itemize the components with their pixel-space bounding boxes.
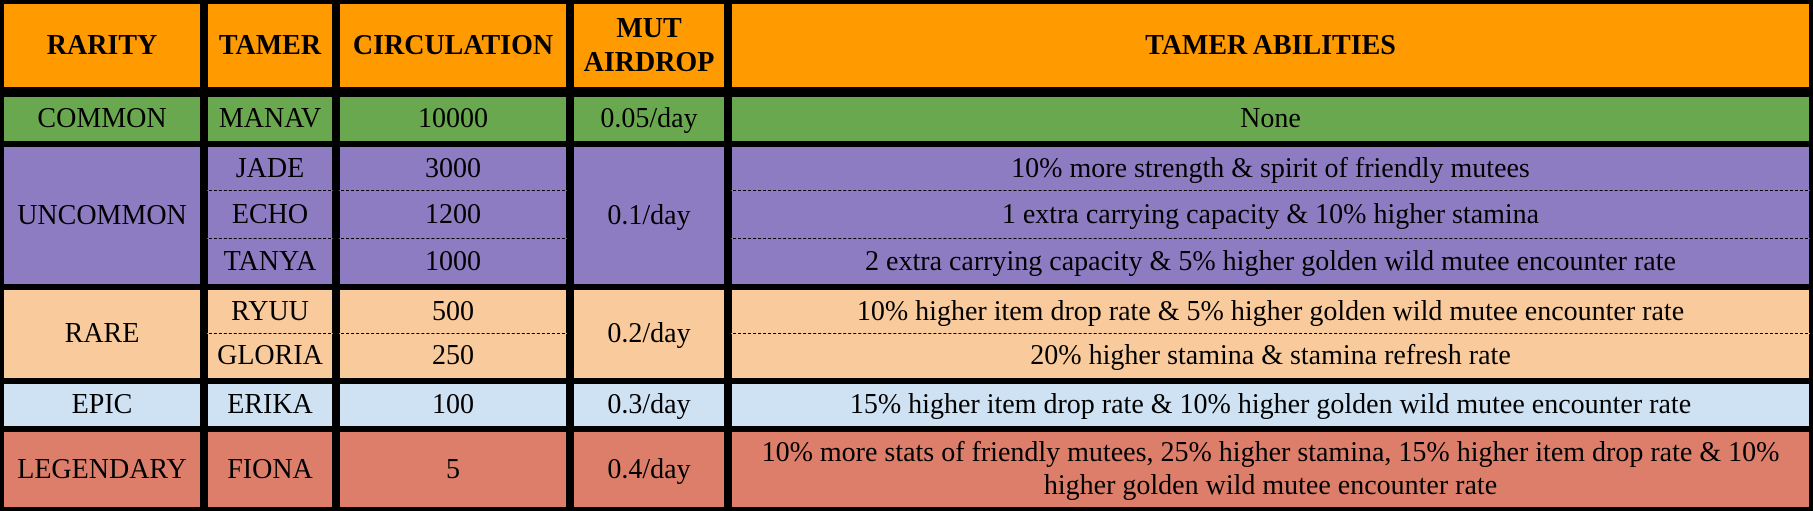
table-row: COMMON MANAV 10000 0.05/day None bbox=[0, 91, 1813, 141]
ability-cell: 20% higher stamina & stamina refresh rat… bbox=[728, 332, 1813, 379]
ability-cell: None bbox=[728, 91, 1813, 141]
ability-cell: 10% higher item drop rate & 5% higher go… bbox=[728, 283, 1813, 333]
header-circulation: CIRCULATION bbox=[336, 0, 570, 92]
tamer-name-cell: ERIKA bbox=[204, 378, 336, 426]
table-row: TANYA 1000 2 extra carrying capacity & 5… bbox=[0, 238, 1813, 284]
circulation-cell: 100 bbox=[336, 378, 570, 426]
rarity-cell: EPIC bbox=[0, 378, 204, 426]
circulation-cell: 10000 bbox=[336, 91, 570, 141]
header-tamer: TAMER bbox=[204, 0, 336, 92]
ability-cell: 10% more stats of friendly mutees, 25% h… bbox=[728, 425, 1813, 511]
airdrop-cell: 0.05/day bbox=[570, 91, 728, 141]
table-row: UNCOMMON JADE 3000 0.1/day 10% more stre… bbox=[0, 140, 1813, 284]
airdrop-cell: 0.1/day bbox=[570, 140, 728, 284]
rarity-cell: COMMON bbox=[0, 91, 204, 141]
tamer-name-cell: GLORIA bbox=[204, 332, 336, 379]
ability-cell: 10% more strength & spirit of friendly m… bbox=[728, 140, 1813, 190]
airdrop-cell: 0.4/day bbox=[570, 425, 728, 511]
ability-cell: 1 extra carrying capacity & 10% higher s… bbox=[728, 189, 1813, 239]
circulation-cell: 500 bbox=[336, 283, 570, 333]
tamer-name-cell: ECHO bbox=[204, 189, 336, 239]
tamer-name-cell: FIONA bbox=[204, 425, 336, 511]
circulation-cell: 250 bbox=[336, 332, 570, 379]
circulation-cell: 5 bbox=[336, 425, 570, 511]
rarity-cell: UNCOMMON bbox=[0, 140, 204, 284]
header-row: RARITY TAMER CIRCULATION MUT AIRDROP TAM… bbox=[0, 0, 1813, 92]
table-row: GLORIA 250 20% higher stamina & stamina … bbox=[0, 332, 1813, 379]
table-row: EPIC ERIKA 100 0.3/day 15% higher item d… bbox=[0, 378, 1813, 426]
header-mut-airdrop: MUT AIRDROP bbox=[570, 0, 728, 92]
tamer-name-cell: TANYA bbox=[204, 238, 336, 284]
circulation-cell: 1000 bbox=[336, 238, 570, 284]
header-rarity: RARITY bbox=[0, 0, 204, 92]
circulation-cell: 3000 bbox=[336, 140, 570, 190]
table-row: ECHO 1200 1 extra carrying capacity & 10… bbox=[0, 189, 1813, 239]
table-row: RARE RYUU 500 0.2/day 10% higher item dr… bbox=[0, 283, 1813, 379]
table-row: LEGENDARY FIONA 5 0.4/day 10% more stats… bbox=[0, 425, 1813, 511]
tamer-name-cell: RYUU bbox=[204, 283, 336, 333]
airdrop-cell: 0.2/day bbox=[570, 283, 728, 379]
tamer-name-cell: JADE bbox=[204, 140, 336, 190]
tamer-name-cell: MANAV bbox=[204, 91, 336, 141]
header-tamer-abilities: TAMER ABILITIES bbox=[728, 0, 1813, 92]
airdrop-cell: 0.3/day bbox=[570, 378, 728, 426]
ability-cell: 15% higher item drop rate & 10% higher g… bbox=[728, 378, 1813, 426]
rarity-cell: RARE bbox=[0, 283, 204, 379]
rarity-cell: LEGENDARY bbox=[0, 425, 204, 511]
ability-cell: 2 extra carrying capacity & 5% higher go… bbox=[728, 238, 1813, 284]
circulation-cell: 1200 bbox=[336, 189, 570, 239]
